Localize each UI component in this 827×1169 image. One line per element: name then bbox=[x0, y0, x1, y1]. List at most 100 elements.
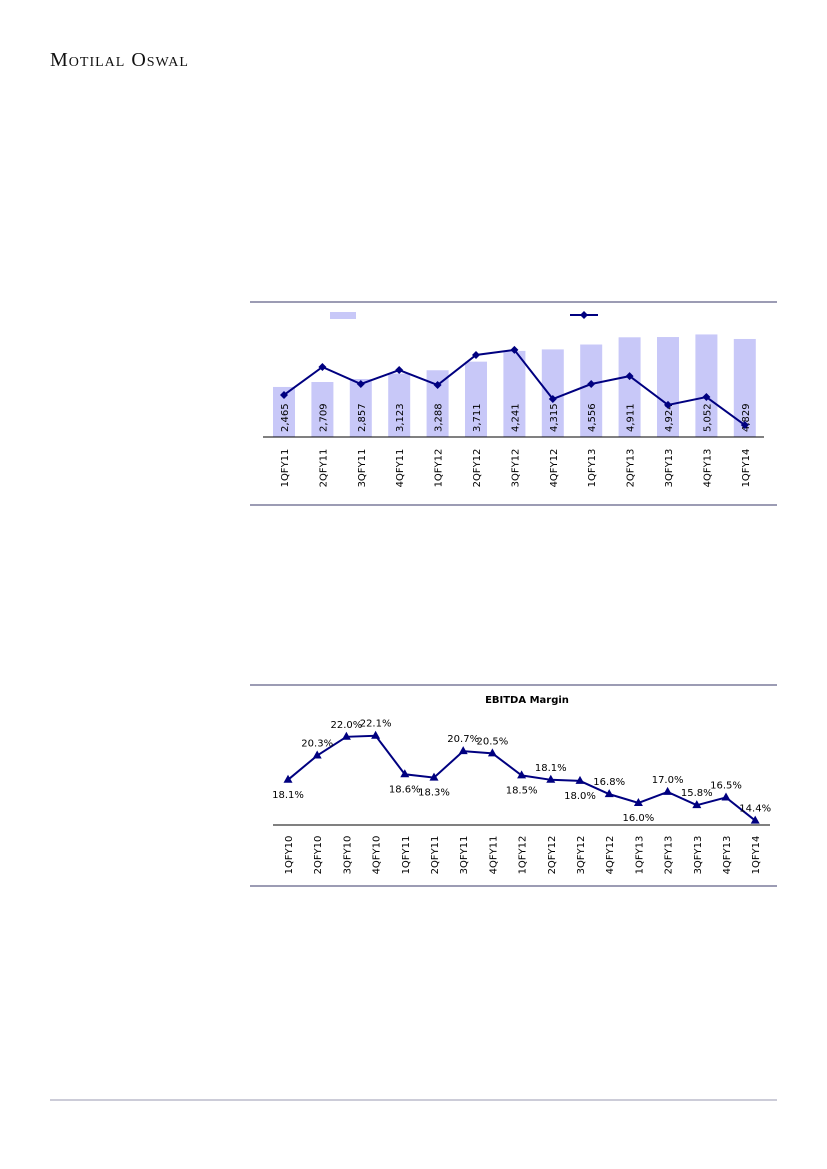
bar bbox=[426, 370, 449, 437]
marker bbox=[663, 786, 673, 795]
marker bbox=[721, 792, 731, 801]
marker bbox=[692, 800, 702, 809]
data-label: 20.3% bbox=[301, 739, 333, 750]
legend-marker bbox=[580, 311, 588, 319]
data-label: 4,241 bbox=[510, 403, 521, 432]
data-label: 2,465 bbox=[280, 403, 291, 432]
bar bbox=[503, 350, 526, 437]
x-tick-label: 2QFY11 bbox=[318, 449, 329, 488]
data-label: 18.1% bbox=[272, 790, 304, 801]
marker bbox=[283, 774, 293, 783]
bar bbox=[273, 386, 295, 437]
data-label: 2,709 bbox=[318, 403, 329, 432]
marker bbox=[371, 730, 381, 739]
data-label: 16.8% bbox=[593, 777, 625, 788]
bar bbox=[657, 337, 679, 437]
marker bbox=[633, 797, 643, 806]
bar bbox=[618, 337, 641, 437]
data-label: 2,857 bbox=[357, 403, 368, 432]
data-label: 18.3% bbox=[418, 788, 450, 799]
x-tick-label: 1QFY14 bbox=[741, 449, 752, 488]
data-label: 5,052 bbox=[702, 403, 713, 432]
x-tick-label: 4QFY13 bbox=[722, 836, 733, 875]
marker bbox=[740, 421, 749, 430]
bar bbox=[311, 382, 334, 437]
x-tick-label: 4QFY12 bbox=[605, 836, 616, 875]
x-tick-label: 2QFY12 bbox=[547, 836, 558, 875]
marker bbox=[280, 390, 288, 399]
data-label: 3,123 bbox=[395, 403, 406, 432]
x-tick-label: 1QFY12 bbox=[518, 836, 529, 875]
marker bbox=[356, 380, 365, 389]
data-label: 15.8% bbox=[681, 788, 713, 799]
data-label: 18.6% bbox=[389, 784, 421, 795]
x-tick-label: 2QFY10 bbox=[313, 836, 324, 875]
chart-title: EBITDA Margin bbox=[485, 695, 569, 706]
data-label: 20.5% bbox=[477, 736, 509, 747]
x-tick-label: 1QFY12 bbox=[434, 449, 445, 488]
x-tick-label: 3QFY12 bbox=[576, 836, 587, 875]
x-tick-label: 1QFY13 bbox=[634, 836, 645, 875]
marker bbox=[546, 774, 556, 783]
marker bbox=[318, 362, 327, 371]
marker bbox=[429, 772, 439, 781]
bar bbox=[388, 373, 411, 437]
data-label: 17.0% bbox=[652, 775, 684, 786]
marker bbox=[517, 770, 527, 779]
bar bbox=[465, 361, 487, 437]
marker bbox=[664, 400, 672, 409]
data-label: 20.7% bbox=[447, 734, 479, 745]
data-label: 4,924 bbox=[664, 403, 675, 432]
bar bbox=[541, 349, 564, 437]
data-label: 3,288 bbox=[434, 403, 445, 432]
data-label: 16.0% bbox=[623, 813, 655, 824]
bar bbox=[695, 334, 718, 437]
data-label: 18.1% bbox=[535, 763, 567, 774]
x-tick-label: 2QFY11 bbox=[430, 836, 441, 875]
marker bbox=[750, 815, 760, 824]
logo: Motilal Oswal bbox=[50, 49, 189, 71]
data-label: 22.1% bbox=[360, 719, 392, 730]
x-tick-label: 3QFY10 bbox=[342, 836, 353, 875]
marker bbox=[510, 345, 519, 354]
x-tick-label: 2QFY13 bbox=[626, 449, 637, 488]
marker bbox=[400, 769, 410, 778]
x-tick-label: 2QFY13 bbox=[664, 836, 675, 875]
data-label: 16.5% bbox=[710, 780, 742, 791]
data-label: 4,315 bbox=[549, 403, 560, 432]
x-tick-label: 2QFY12 bbox=[472, 449, 483, 488]
x-tick-label: 1QFY13 bbox=[587, 449, 598, 488]
marker bbox=[341, 731, 351, 740]
x-tick-label: 1QFY11 bbox=[280, 449, 291, 488]
x-tick-label: 3QFY11 bbox=[357, 449, 368, 488]
x-tick-label: 3QFY11 bbox=[459, 836, 470, 875]
x-tick-label: 1QFY10 bbox=[284, 836, 295, 875]
x-tick-label: 4QFY11 bbox=[488, 836, 499, 875]
data-label: 3,711 bbox=[472, 403, 483, 432]
x-tick-label: 1QFY11 bbox=[401, 836, 412, 875]
legend-swatch bbox=[330, 312, 356, 319]
marker bbox=[548, 395, 557, 404]
x-tick-label: 3QFY12 bbox=[510, 449, 521, 488]
marker bbox=[587, 380, 596, 389]
bar bbox=[580, 344, 603, 437]
marker bbox=[458, 746, 468, 755]
data-label: 18.0% bbox=[564, 791, 596, 802]
marker bbox=[433, 381, 442, 390]
marker bbox=[604, 789, 614, 798]
marker bbox=[487, 748, 497, 757]
x-tick-label: 4QFY13 bbox=[702, 449, 713, 488]
marker bbox=[575, 775, 585, 784]
data-label: 4,556 bbox=[587, 403, 598, 432]
x-tick-label: 3QFY13 bbox=[664, 449, 675, 488]
x-tick-label: 4QFY12 bbox=[549, 449, 560, 488]
marker bbox=[472, 350, 480, 359]
bar bbox=[733, 338, 756, 437]
bar bbox=[349, 379, 372, 437]
x-tick-label: 4QFY10 bbox=[372, 836, 383, 875]
marker bbox=[702, 393, 711, 402]
data-label: 18.5% bbox=[506, 785, 538, 796]
x-tick-label: 3QFY13 bbox=[693, 836, 704, 875]
